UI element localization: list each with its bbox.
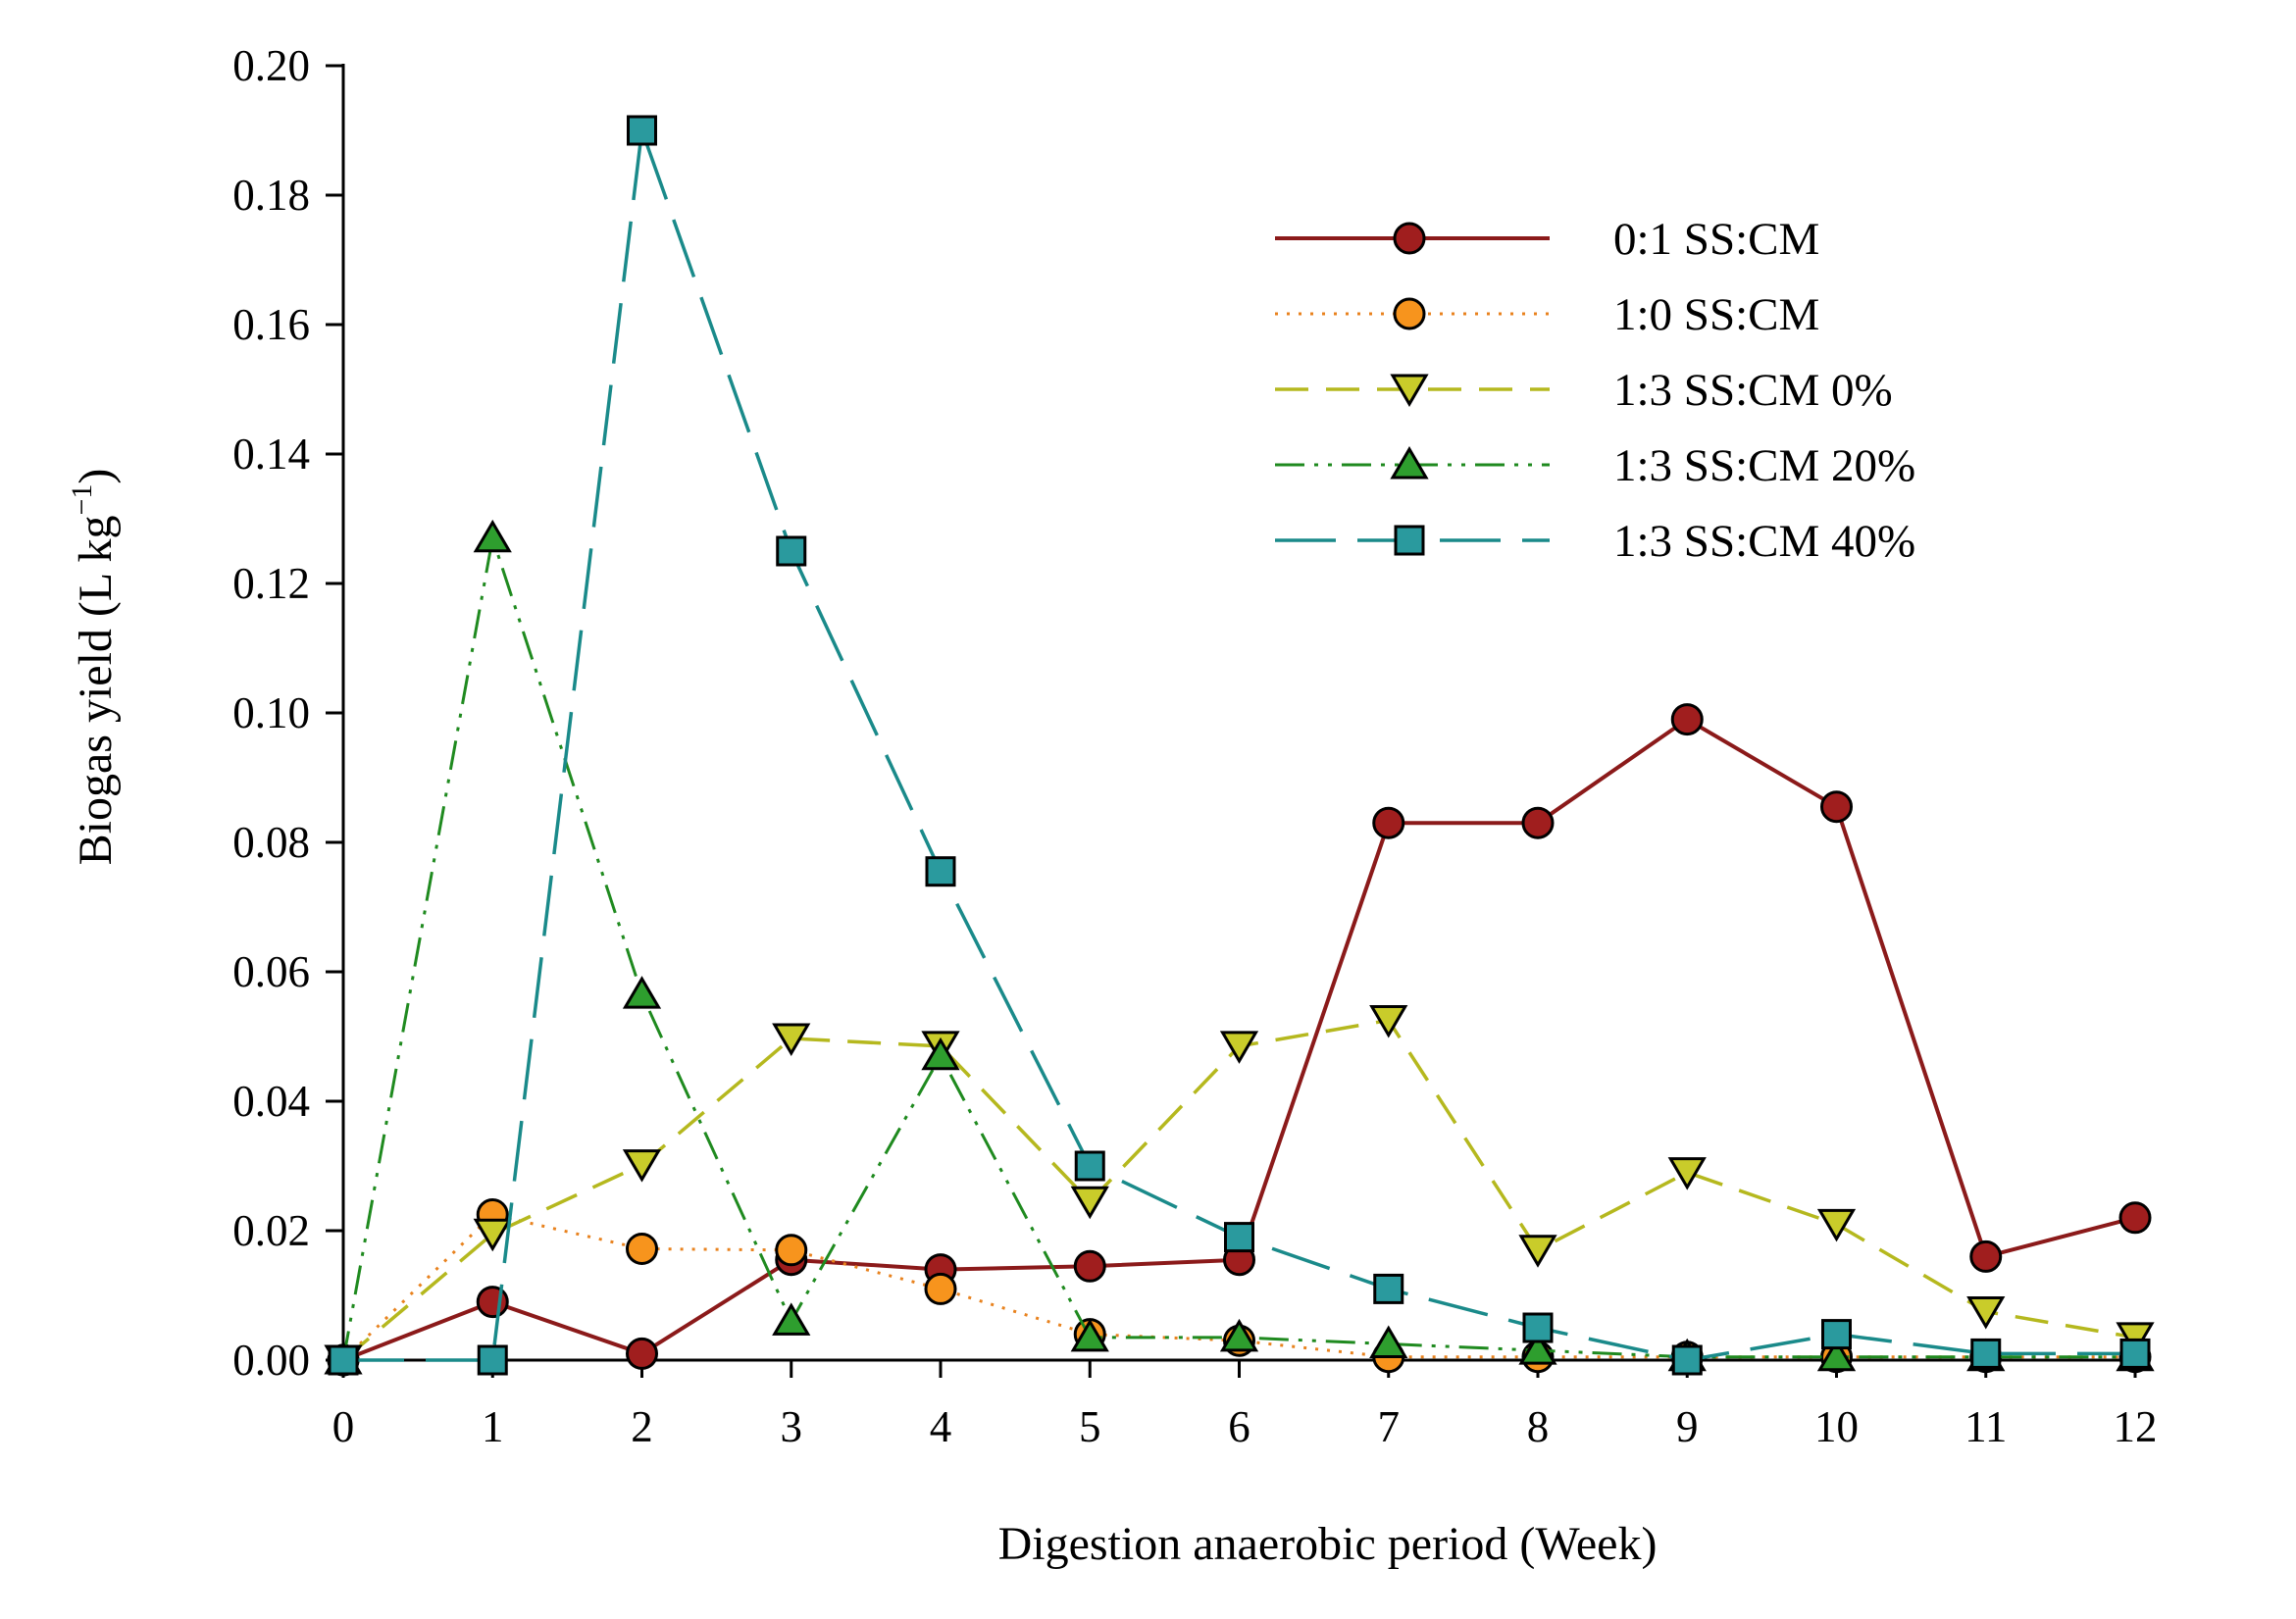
data-point	[1073, 1249, 1106, 1283]
data-point	[1219, 1318, 1259, 1352]
data-point	[925, 856, 956, 887]
data-point	[1224, 1222, 1254, 1253]
x-tick-label: 3	[781, 1402, 803, 1451]
data-point	[776, 535, 807, 567]
data-point	[328, 1344, 359, 1376]
legend: 0:1 SS:CM 1:0 SS:CM 1:3 SS:CM 0% 1:3 SS:CM …	[1275, 214, 1915, 567]
legend-label: 1:3 SS:CM 40%	[1613, 516, 1915, 567]
x-tick-label: 9	[1676, 1402, 1699, 1451]
legend-label: 1:0 SS:CM	[1613, 289, 1819, 340]
legend-item: 1:3 SS:CM 0%	[1275, 365, 1893, 416]
data-point	[2118, 1201, 2152, 1235]
data-point	[473, 1218, 512, 1252]
x-axis-title: Digestion anaerobic period (Week)	[998, 1518, 1658, 1570]
x-tick-label: 2	[631, 1402, 653, 1451]
legend-marker	[1393, 222, 1426, 255]
series-line	[341, 1018, 2136, 1362]
data-point	[2119, 1338, 2151, 1369]
y-axis-title: Biogas yield (L kg−1)	[66, 469, 122, 866]
data-point	[1671, 1344, 1703, 1376]
legend-item: 0:1 SS:CM	[1275, 214, 1819, 265]
x-tick-label: 10	[1814, 1402, 1859, 1451]
y-tick-label: 0.16	[232, 300, 310, 349]
data-point	[924, 1272, 957, 1305]
data-point	[1518, 1235, 1557, 1268]
series-3	[324, 1005, 2155, 1378]
y-tick-label: 0.08	[232, 818, 310, 867]
data-point	[2116, 1322, 2155, 1355]
axes: 0.00 0.02 0.04 0.06 0.08 0.10 0.12 0.14 0.16 0.18…	[232, 41, 2157, 1451]
data-point	[1816, 1338, 1857, 1372]
data-point	[775, 1234, 808, 1267]
legend-marker	[1393, 297, 1426, 330]
legend-label: 1:3 SS:CM 0%	[1613, 365, 1893, 416]
data-point	[1369, 1005, 1408, 1038]
data-point	[1970, 1338, 2002, 1369]
y-tick-label: 0.20	[232, 41, 310, 90]
legend-marker	[1390, 446, 1429, 480]
y-tick-label: 0.14	[232, 430, 310, 479]
legend-label: 0:1 SS:CM	[1613, 214, 1819, 265]
data-point	[473, 519, 512, 553]
data-point	[921, 1037, 960, 1071]
data-point	[1070, 1186, 1109, 1220]
y-tick-label: 0.12	[232, 559, 310, 608]
x-tick-label: 4	[930, 1402, 952, 1451]
data-point	[627, 115, 657, 146]
series-lines	[324, 115, 2155, 1378]
data-point	[626, 1232, 658, 1265]
series-line	[343, 128, 2135, 1362]
y-tick-label: 0.04	[232, 1077, 310, 1126]
data-point	[1521, 806, 1555, 839]
y-tick-label: 0.18	[232, 171, 310, 220]
legend-marker	[1390, 374, 1429, 407]
x-tick-label: 0	[332, 1402, 355, 1451]
data-point	[772, 1302, 811, 1336]
data-point	[1070, 1318, 1109, 1352]
data-point	[622, 1149, 662, 1183]
y-tick-label: 0.06	[232, 947, 310, 996]
data-point	[1219, 1031, 1259, 1064]
data-point	[626, 1337, 658, 1370]
data-point	[1518, 1332, 1557, 1365]
data-point	[1667, 1157, 1707, 1190]
data-point	[1372, 806, 1405, 839]
series-1	[327, 703, 2152, 1377]
y-axis-title-main: Biogas yield (L kg	[70, 516, 122, 866]
data-point	[1821, 1319, 1852, 1350]
y-tick-label: 0.10	[232, 688, 310, 737]
x-tick-label: 6	[1228, 1402, 1250, 1451]
y-tick-label: 0.02	[232, 1206, 310, 1255]
series-5	[328, 115, 2151, 1376]
x-tick-label: 7	[1378, 1402, 1401, 1451]
data-point	[477, 1344, 508, 1376]
data-point	[1969, 1240, 2003, 1273]
x-tick-label: 8	[1527, 1402, 1550, 1451]
x-tick-label: 11	[1964, 1402, 2007, 1451]
data-point	[1820, 790, 1853, 824]
data-point	[622, 976, 662, 1009]
legend-marker	[1394, 525, 1425, 556]
legend-label: 1:3 SS:CM 20%	[1613, 440, 1915, 491]
y-tick-label: 0.00	[232, 1336, 310, 1385]
legend-item: 1:3 SS:CM 40%	[1275, 516, 1915, 567]
data-point	[1816, 1208, 1857, 1242]
data-point	[1966, 1296, 2006, 1330]
data-point	[1670, 703, 1704, 736]
y-axis-title-close: )	[70, 469, 122, 484]
data-point	[1522, 1312, 1554, 1343]
data-point	[476, 1286, 509, 1319]
legend-item: 1:0 SS:CM	[1275, 289, 1819, 340]
data-point	[1369, 1325, 1408, 1358]
data-point	[1373, 1273, 1404, 1304]
legend-item: 1:3 SS:CM 20%	[1275, 440, 1915, 491]
x-tick-label: 12	[2114, 1402, 2158, 1451]
x-tick-label: 1	[482, 1402, 504, 1451]
data-point	[772, 1023, 811, 1056]
data-point	[1074, 1150, 1105, 1182]
y-axis-title-superscript: −1	[66, 484, 98, 516]
x-tick-label: 5	[1079, 1402, 1101, 1451]
